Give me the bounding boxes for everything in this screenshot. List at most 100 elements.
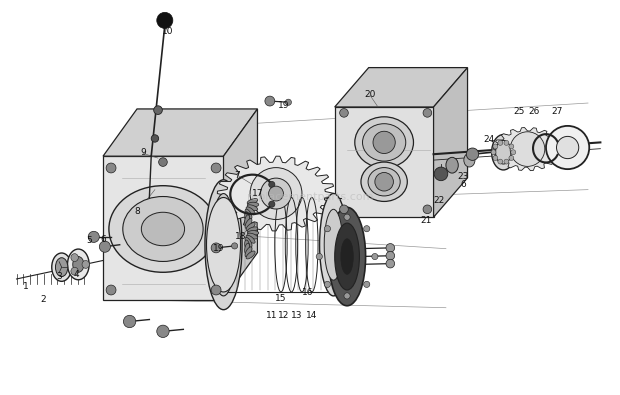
Circle shape (159, 158, 167, 166)
Circle shape (373, 131, 396, 154)
Ellipse shape (246, 235, 255, 243)
Ellipse shape (123, 197, 203, 261)
Ellipse shape (246, 207, 255, 215)
Circle shape (340, 205, 348, 214)
Ellipse shape (247, 233, 258, 239)
Text: 11: 11 (266, 311, 277, 320)
Circle shape (268, 181, 275, 188)
Text: 19: 19 (278, 100, 289, 109)
Circle shape (372, 254, 378, 260)
Ellipse shape (68, 249, 89, 280)
Circle shape (123, 315, 136, 328)
Ellipse shape (363, 124, 405, 161)
Circle shape (324, 281, 330, 288)
Ellipse shape (492, 135, 515, 170)
Text: 8: 8 (134, 207, 140, 216)
Text: 4: 4 (74, 270, 79, 279)
Ellipse shape (82, 260, 89, 268)
Text: 24: 24 (484, 135, 495, 144)
Circle shape (493, 144, 498, 149)
Circle shape (423, 109, 432, 117)
Text: 22: 22 (433, 196, 444, 205)
Text: 5: 5 (87, 235, 92, 245)
Circle shape (509, 144, 514, 149)
Ellipse shape (206, 198, 241, 292)
Polygon shape (223, 109, 257, 300)
Text: 20: 20 (364, 90, 376, 99)
Text: 7: 7 (234, 171, 240, 180)
Ellipse shape (368, 167, 400, 196)
Circle shape (386, 259, 395, 268)
Ellipse shape (246, 251, 255, 259)
Circle shape (211, 243, 221, 253)
Circle shape (211, 285, 221, 295)
Circle shape (375, 173, 394, 191)
Circle shape (504, 140, 509, 145)
Circle shape (493, 156, 498, 160)
Circle shape (211, 163, 221, 173)
Text: 26: 26 (529, 107, 540, 116)
Polygon shape (335, 107, 433, 217)
Ellipse shape (446, 157, 458, 173)
Polygon shape (494, 128, 562, 171)
Circle shape (466, 148, 479, 160)
Ellipse shape (246, 223, 255, 231)
Circle shape (99, 241, 110, 252)
Polygon shape (103, 156, 223, 300)
Ellipse shape (341, 239, 353, 274)
Circle shape (154, 106, 162, 115)
Ellipse shape (211, 194, 236, 296)
Text: 10: 10 (162, 27, 174, 36)
Ellipse shape (245, 212, 250, 223)
Circle shape (250, 167, 302, 220)
Circle shape (340, 109, 348, 117)
Circle shape (157, 325, 169, 337)
Circle shape (88, 231, 99, 243)
Circle shape (364, 226, 370, 232)
Circle shape (106, 163, 116, 173)
Text: 19: 19 (213, 244, 225, 253)
Circle shape (504, 159, 509, 164)
Ellipse shape (245, 215, 250, 226)
Ellipse shape (355, 117, 414, 168)
Text: 15: 15 (275, 294, 286, 303)
Circle shape (509, 156, 514, 160)
Circle shape (510, 132, 545, 166)
Ellipse shape (245, 243, 250, 254)
Circle shape (268, 186, 283, 201)
Circle shape (423, 205, 432, 214)
Ellipse shape (55, 258, 68, 276)
Text: 14: 14 (306, 311, 317, 320)
Ellipse shape (324, 209, 343, 280)
Polygon shape (218, 156, 335, 231)
Ellipse shape (335, 223, 360, 290)
Ellipse shape (141, 212, 185, 246)
Text: 1: 1 (23, 282, 29, 291)
Circle shape (491, 150, 496, 155)
Circle shape (546, 126, 589, 169)
Circle shape (260, 178, 291, 209)
Text: 13: 13 (291, 311, 302, 320)
Circle shape (386, 244, 395, 252)
Ellipse shape (464, 153, 475, 167)
Ellipse shape (329, 207, 366, 306)
Circle shape (498, 140, 503, 145)
Circle shape (511, 150, 516, 155)
Ellipse shape (245, 237, 252, 247)
Ellipse shape (247, 231, 259, 235)
Circle shape (498, 159, 503, 164)
Ellipse shape (247, 202, 259, 207)
Circle shape (231, 243, 237, 249)
Polygon shape (103, 109, 257, 156)
Ellipse shape (245, 247, 252, 257)
Circle shape (344, 293, 350, 299)
Ellipse shape (247, 227, 258, 233)
Text: 18: 18 (235, 231, 247, 241)
Text: 6: 6 (460, 181, 466, 190)
Ellipse shape (319, 194, 347, 296)
Ellipse shape (245, 209, 252, 219)
Text: 25: 25 (513, 107, 525, 116)
Text: 9: 9 (140, 148, 146, 157)
Text: 6: 6 (100, 235, 106, 244)
Circle shape (268, 201, 275, 207)
